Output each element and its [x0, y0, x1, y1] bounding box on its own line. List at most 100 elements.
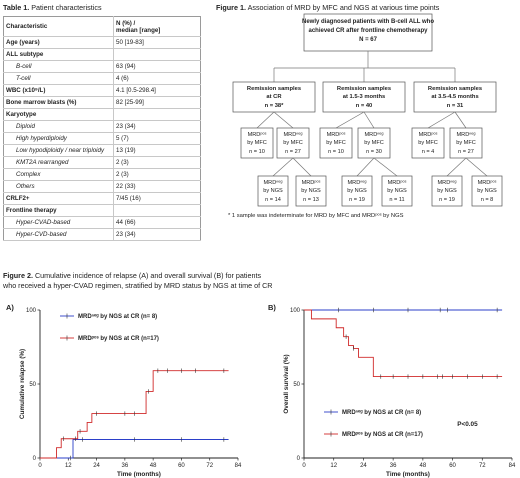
y-tick-label: 0 — [33, 456, 37, 462]
table-row: Diploid 23 (34) — [3, 120, 201, 133]
x-tick-label: 60 — [449, 463, 456, 469]
root-text: achieved CR after frontline chemotherapy — [308, 28, 428, 34]
ngs-count: n = 14 — [265, 197, 281, 203]
x-tick-label: 84 — [509, 463, 516, 469]
ngs-status: MRDⁿᵉᵍ — [348, 179, 367, 186]
legend-label-neg: MRDⁿᵉᵍ by NGS at CR (n= 8) — [78, 313, 157, 320]
table-cell-characteristic: Low hypodiploidy / near triploidy — [3, 144, 114, 157]
ngs-method: by NGS — [437, 188, 457, 194]
connector-line — [427, 111, 456, 129]
mfc-status: MRDⁿᵉᵍ — [457, 131, 476, 138]
table-cell-value: 5 (7) — [113, 132, 201, 145]
ngs-count: n = 8 — [481, 197, 494, 203]
table-cell-characteristic: KMT2A rearranged — [3, 156, 114, 169]
connector-line — [273, 111, 294, 129]
mfc-status: MRDᵖᵒˢ — [248, 132, 267, 138]
table-row: High hyperdiploidy 5 (7) — [3, 132, 201, 145]
x-tick-label: 12 — [65, 463, 72, 469]
x-tick-label: 0 — [302, 463, 306, 469]
x-tick-label: 0 — [38, 463, 42, 469]
table-cell-characteristic: Karyotype — [3, 108, 114, 121]
table-row: Hyper-CVD-based 23 (34) — [3, 228, 201, 241]
mfc-count: n = 27 — [458, 149, 474, 155]
table-cell-value: 13 (19) — [113, 144, 201, 157]
connector-line — [335, 111, 365, 129]
ngs-count: n = 19 — [439, 197, 455, 203]
x-tick-label: 36 — [390, 463, 397, 469]
ngs-status: MRDᵖᵒˢ — [388, 180, 407, 186]
x-tick-label: 72 — [479, 463, 486, 469]
figure1-footnote: * 1 sample was indeterminate for MRD by … — [228, 213, 404, 219]
y-tick-label: 50 — [293, 382, 300, 388]
table-cell-characteristic: WBC (x10⁹/L) — [3, 84, 114, 97]
ngs-status: MRDⁿᵉᵍ — [438, 179, 457, 186]
ngs-method: by NGS — [263, 188, 283, 194]
ngs-status: MRDⁿᵉᵍ — [264, 179, 283, 186]
timepoint-count: n = 31 — [447, 103, 464, 109]
x-tick-label: 36 — [122, 463, 129, 469]
table-cell-characteristic: High hyperdiploidy — [3, 132, 114, 145]
x-tick-label: 48 — [150, 463, 157, 469]
timepoint-title: Remission samples — [337, 86, 391, 92]
table-cell-value — [113, 48, 201, 61]
legend-label-pos: MRDᵖᵒˢ by NGS at CR (n=17) — [342, 432, 423, 438]
ngs-status: MRDᵖᵒˢ — [478, 180, 497, 186]
figure1-flowchart: Newly diagnosed patients with B-cell ALL… — [228, 13, 503, 219]
mfc-box — [449, 127, 483, 159]
table1-title: Patient characteristics — [29, 3, 102, 12]
timepoint-title: Remission samples — [428, 86, 482, 92]
y-tick-label: 50 — [29, 382, 36, 388]
connector-line — [363, 111, 375, 129]
ngs-count: n = 11 — [389, 197, 404, 203]
figure1-label: Figure 1. — [216, 3, 246, 12]
table-row: Others 22 (33) — [3, 180, 201, 193]
connector-line — [272, 157, 294, 177]
y-axis-label: Overall survival (%) — [283, 354, 290, 413]
table-row: Hyper-CVAD-based 44 (66) — [3, 216, 201, 229]
mfc-status: MRDⁿᵉᵍ — [365, 131, 384, 138]
table-header-row: Characteristic N (%) / median [range] — [3, 16, 201, 37]
table-cell-characteristic: CRLF2+ — [3, 192, 114, 205]
mfc-count: n = 4 — [422, 149, 435, 155]
table-cell-value: 23 (34) — [113, 120, 201, 133]
root-box — [303, 13, 433, 52]
x-tick-label: 12 — [330, 463, 337, 469]
ngs-method: by NGS — [477, 188, 497, 194]
ngs-status: MRDᵖᵒˢ — [302, 180, 321, 186]
table-row: CRLF2+ 7/45 (16) — [3, 192, 201, 205]
table-cell-value — [113, 108, 201, 121]
table-cell-characteristic: Others — [3, 180, 114, 193]
table-row: Frontline therapy — [3, 204, 201, 217]
table-cell-value: 7/45 (16) — [113, 192, 201, 205]
connector-line — [465, 157, 488, 177]
table1-label: Table 1. — [3, 3, 30, 12]
x-tick-label: 84 — [235, 463, 242, 469]
table-cell-value: 63 (94) — [113, 60, 201, 73]
ngs-count: n = 19 — [349, 197, 365, 203]
legend-label-neg: MRDⁿᵉᵍ by NGS at CR (n= 8) — [342, 409, 421, 416]
y-tick-label: 0 — [297, 456, 301, 462]
mfc-count: n = 27 — [285, 149, 301, 155]
mfc-box — [276, 127, 310, 159]
y-axis-label: Cumulative relapse (%) — [19, 349, 26, 419]
mfc-box — [411, 127, 445, 159]
table-row: B-cell 63 (94) — [3, 60, 201, 73]
connector-line — [373, 157, 398, 177]
table-cell-value: 2 (3) — [113, 156, 201, 169]
table-cell-characteristic: Bone marrow blasts (%) — [3, 96, 114, 109]
ngs-method: by NGS — [301, 188, 321, 194]
p-value-annotation: P<0.05 — [457, 421, 478, 428]
table-row: Low hypodiploidy / near triploidy 13 (19) — [3, 144, 201, 157]
panel-label: A) — [6, 303, 14, 312]
panel-label: B) — [268, 303, 276, 312]
mfc-method: by MFC — [456, 140, 476, 146]
table-row: Age (years) 50 [19-83] — [3, 36, 201, 49]
ngs-box — [295, 175, 327, 207]
table-header-characteristic: Characteristic — [3, 16, 114, 37]
mfc-box — [319, 127, 353, 159]
connector-line — [446, 157, 467, 177]
table-cell-value: 4 (6) — [113, 72, 201, 85]
legend-label-pos: MRDᵖᵒˢ by NGS at CR (n=17) — [78, 336, 159, 342]
connector-line — [356, 157, 375, 177]
table-cell-value: 82 [25-99] — [113, 96, 201, 109]
